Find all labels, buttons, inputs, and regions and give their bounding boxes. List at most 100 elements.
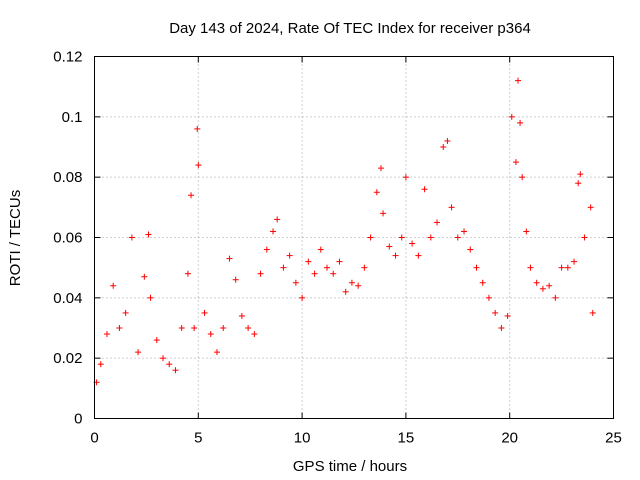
data-point (539, 285, 546, 292)
x-tick-label: 15 (398, 430, 415, 447)
x-tick-label: 25 (605, 430, 622, 447)
points-layer (93, 77, 596, 386)
data-point (342, 288, 349, 295)
data-point (201, 309, 208, 316)
data-point (402, 174, 409, 181)
data-point (292, 279, 299, 286)
data-point (195, 162, 202, 169)
x-tick-label: 0 (90, 430, 98, 447)
data-point (392, 252, 399, 259)
data-point (245, 325, 252, 331)
data-point (141, 273, 148, 280)
grid-layer (94, 56, 614, 419)
data-point (587, 204, 594, 211)
y-tick-label: 0.06 (53, 230, 82, 247)
data-point (492, 309, 499, 316)
data-point (172, 367, 179, 374)
data-point (330, 270, 337, 277)
data-point (317, 246, 324, 253)
y-axis-label: ROTI / TECUs (7, 190, 24, 286)
data-point (461, 228, 468, 235)
x-tick-label: 5 (194, 430, 202, 447)
data-point (398, 234, 405, 241)
data-point (454, 234, 461, 241)
y-tick-label: 0.1 (62, 109, 83, 126)
data-point (178, 325, 185, 331)
data-point (373, 189, 380, 196)
data-point (305, 258, 312, 265)
data-point (251, 331, 258, 338)
data-point (434, 219, 441, 226)
data-point (479, 279, 486, 286)
data-point (213, 349, 220, 356)
data-point (575, 180, 582, 187)
data-point (355, 282, 362, 289)
data-point (188, 192, 195, 199)
y-tick-label: 0 (74, 411, 82, 428)
data-point (533, 279, 540, 286)
data-point (380, 210, 387, 217)
data-point (377, 165, 384, 172)
chart-title: Day 143 of 2024, Rate Of TEC Index for r… (169, 20, 531, 37)
data-point (238, 312, 245, 319)
data-point (504, 312, 511, 319)
data-point (153, 337, 160, 344)
data-point (160, 355, 167, 362)
data-point (448, 204, 455, 211)
x-tick-label: 20 (501, 430, 518, 447)
data-point (116, 325, 123, 331)
data-point (226, 255, 233, 262)
data-point (498, 325, 505, 331)
ticks-layer: 0 5 10 15 20 25 0 0.02 0.04 0.06 0.08 0.1 0.12 (53, 49, 622, 447)
y-tick-label: 0.02 (53, 350, 82, 367)
data-point (122, 309, 129, 316)
data-point (485, 294, 492, 301)
data-point (519, 174, 526, 181)
data-point (589, 309, 596, 316)
data-point (128, 234, 135, 241)
data-point (147, 294, 154, 301)
x-axis-label: GPS time / hours (293, 458, 407, 475)
data-point (274, 216, 281, 223)
data-point (427, 234, 434, 241)
data-point (280, 264, 287, 271)
data-point (546, 282, 553, 289)
data-point (135, 349, 142, 356)
data-point (286, 252, 293, 259)
data-point (194, 125, 201, 132)
data-point (263, 246, 270, 253)
y-tick-label: 0.08 (53, 169, 82, 186)
data-point (367, 234, 374, 241)
x-tick-label: 10 (294, 430, 311, 447)
data-point (523, 228, 530, 235)
data-point (257, 270, 264, 277)
data-point (558, 264, 565, 271)
data-point (361, 264, 368, 271)
data-point (552, 294, 559, 301)
data-point (409, 240, 416, 247)
data-point (467, 246, 474, 253)
data-point (311, 270, 318, 277)
data-point (97, 361, 104, 368)
y-tick-label: 0.04 (53, 290, 82, 307)
data-point (386, 243, 393, 250)
data-point (299, 294, 306, 301)
data-point (517, 119, 524, 126)
data-point (421, 186, 428, 193)
data-point (110, 282, 117, 289)
data-point (232, 276, 239, 283)
plot-frame (94, 56, 614, 419)
data-point (324, 264, 331, 271)
data-point (270, 228, 277, 235)
data-point (336, 258, 343, 265)
data-point (515, 77, 522, 84)
data-point (508, 113, 515, 120)
data-point (512, 159, 519, 166)
data-point (103, 331, 110, 338)
data-point (348, 279, 355, 286)
data-point (564, 264, 571, 271)
data-point (415, 252, 422, 259)
data-point (527, 264, 534, 271)
